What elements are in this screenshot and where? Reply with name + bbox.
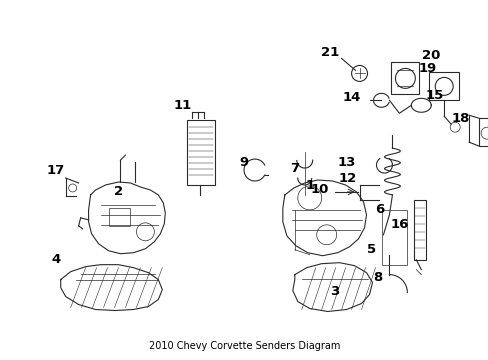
Text: 14: 14 [342,91,360,104]
Text: 10: 10 [310,184,328,197]
Bar [390,62,419,94]
Text: 12: 12 [338,171,356,185]
Text: 2: 2 [114,185,123,198]
Bar [382,210,407,265]
Bar [428,72,458,100]
Text: 15: 15 [424,89,443,102]
Text: 9: 9 [239,156,248,168]
Text: 3: 3 [329,285,339,298]
Text: 6: 6 [374,203,383,216]
Text: 11: 11 [173,99,191,112]
Bar [478,118,488,146]
Text: 13: 13 [337,156,355,168]
Bar [108,208,130,226]
Text: 7: 7 [290,162,299,175]
Text: 8: 8 [372,271,381,284]
Bar [187,120,215,185]
Text: 17: 17 [46,163,65,176]
Text: 5: 5 [366,243,375,256]
Text: 19: 19 [417,62,435,75]
Text: 4: 4 [51,253,60,266]
Bar [413,200,426,260]
Text: 2010 Chevy Corvette Senders Diagram: 2010 Chevy Corvette Senders Diagram [148,341,340,351]
Text: 16: 16 [389,218,408,231]
Text: 21: 21 [320,46,338,59]
Text: 20: 20 [421,49,440,62]
Text: 18: 18 [451,112,469,125]
Text: 1: 1 [305,180,314,193]
